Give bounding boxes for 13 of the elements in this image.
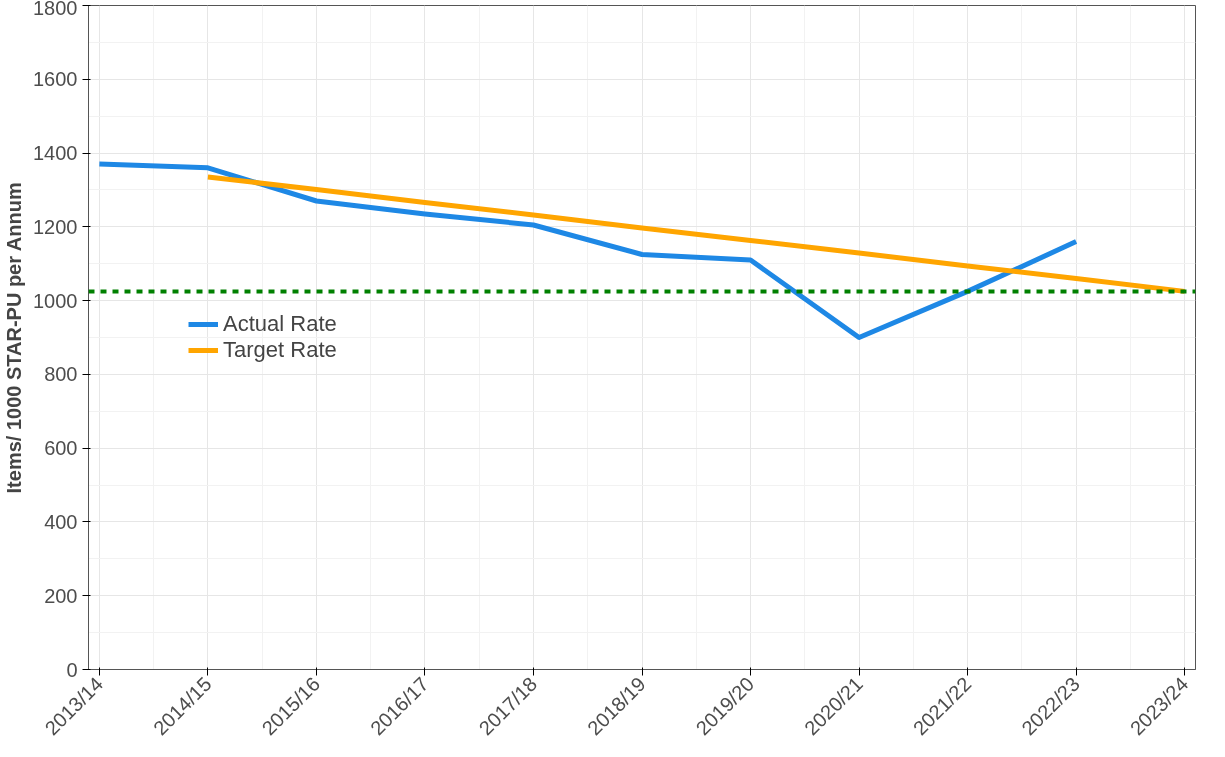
y-tick-label: 600 xyxy=(44,437,78,460)
y-tick-label: 1800 xyxy=(33,0,78,19)
y-tick-label: 200 xyxy=(44,584,78,607)
y-tick-label: 1400 xyxy=(33,142,78,165)
y-tick-label: 1000 xyxy=(33,289,78,312)
y-tick-label: 400 xyxy=(44,510,78,533)
legend-label: Target Rate xyxy=(223,337,337,363)
y-tick-label: 800 xyxy=(44,363,78,386)
y-tick-label: 1200 xyxy=(33,215,78,238)
legend-label: Actual Rate xyxy=(223,311,337,337)
y-tick-label: 0 xyxy=(66,658,78,681)
y-tick-label: 1600 xyxy=(33,68,78,91)
y-axis-title: Items/ 1000 STAR-PU per Annum xyxy=(3,182,26,494)
